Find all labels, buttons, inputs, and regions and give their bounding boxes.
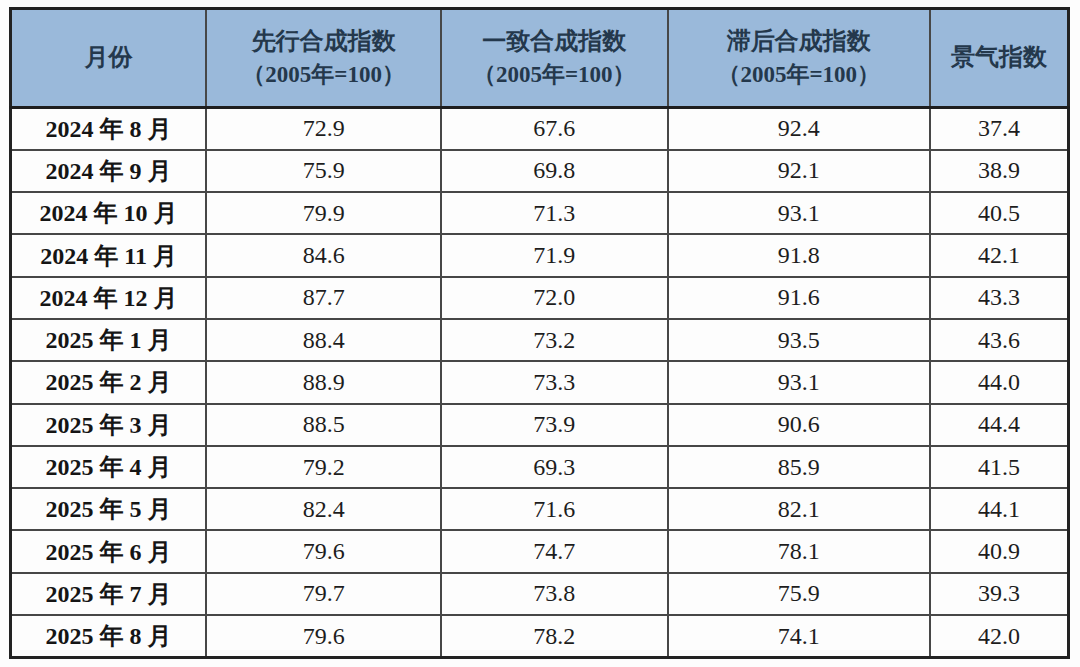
prosperity-index-cell: 40.9: [930, 530, 1069, 572]
prosperity-index-cell: 43.3: [930, 277, 1069, 319]
table-row: 2024 年 12 月 87.7 72.0 91.6 43.3: [11, 277, 1069, 319]
column-header-month-title: 月份: [12, 41, 205, 75]
column-header-coincident-subtitle: （2005年=100）: [442, 59, 666, 91]
prosperity-index-cell: 38.9: [930, 150, 1069, 192]
lagging-index-cell: 82.1: [668, 488, 930, 530]
table-row: 2025 年 1 月 88.4 73.2 93.5 43.6: [11, 319, 1069, 361]
month-cell: 2024 年 8 月: [11, 108, 207, 150]
coincident-index-cell: 73.3: [441, 361, 667, 403]
leading-index-cell: 79.6: [206, 530, 441, 572]
leading-index-cell: 88.9: [206, 361, 441, 403]
prosperity-index-cell: 39.3: [930, 573, 1069, 615]
lagging-index-cell: 74.1: [668, 615, 930, 657]
leading-index-cell: 72.9: [206, 108, 441, 150]
lagging-index-cell: 78.1: [668, 530, 930, 572]
leading-index-cell: 82.4: [206, 488, 441, 530]
prosperity-index-cell: 37.4: [930, 108, 1069, 150]
leading-index-cell: 79.7: [206, 573, 441, 615]
column-header-leading-title: 先行合成指数: [207, 25, 440, 59]
month-cell: 2025 年 4 月: [11, 446, 207, 488]
prosperity-index-cell: 41.5: [930, 446, 1069, 488]
coincident-index-cell: 71.3: [441, 192, 667, 234]
table-row: 2024 年 11 月 84.6 71.9 91.8 42.1: [11, 234, 1069, 276]
leading-index-cell: 88.4: [206, 319, 441, 361]
table-row: 2025 年 4 月 79.2 69.3 85.9 41.5: [11, 446, 1069, 488]
prosperity-index-cell: 44.0: [930, 361, 1069, 403]
prosperity-index-cell: 42.1: [930, 234, 1069, 276]
leading-index-cell: 79.9: [206, 192, 441, 234]
prosperity-index-cell: 40.5: [930, 192, 1069, 234]
column-header-lagging-index: 滞后合成指数 （2005年=100）: [668, 9, 930, 108]
lagging-index-cell: 93.1: [668, 361, 930, 403]
leading-index-cell: 79.2: [206, 446, 441, 488]
leading-index-cell: 75.9: [206, 150, 441, 192]
month-cell: 2025 年 1 月: [11, 319, 207, 361]
lagging-index-cell: 90.6: [668, 404, 930, 446]
coincident-index-cell: 73.2: [441, 319, 667, 361]
month-cell: 2025 年 5 月: [11, 488, 207, 530]
month-cell: 2025 年 6 月: [11, 530, 207, 572]
lagging-index-cell: 92.4: [668, 108, 930, 150]
month-cell: 2025 年 2 月: [11, 361, 207, 403]
column-header-coincident-index: 一致合成指数 （2005年=100）: [441, 9, 667, 108]
column-header-prosperity-index: 景气指数: [930, 9, 1069, 108]
coincident-index-cell: 69.3: [441, 446, 667, 488]
lagging-index-cell: 92.1: [668, 150, 930, 192]
lagging-index-cell: 91.8: [668, 234, 930, 276]
month-cell: 2024 年 12 月: [11, 277, 207, 319]
coincident-index-cell: 73.9: [441, 404, 667, 446]
header-row: 月份 先行合成指数 （2005年=100） 一致合成指数 （2005年=100）…: [11, 9, 1069, 108]
coincident-index-cell: 74.7: [441, 530, 667, 572]
prosperity-index-cell: 42.0: [930, 615, 1069, 657]
lagging-index-cell: 91.6: [668, 277, 930, 319]
table-row: 2025 年 2 月 88.9 73.3 93.1 44.0: [11, 361, 1069, 403]
coincident-index-cell: 78.2: [441, 615, 667, 657]
column-header-leading-index: 先行合成指数 （2005年=100）: [206, 9, 441, 108]
leading-index-cell: 87.7: [206, 277, 441, 319]
prosperity-index-cell: 44.1: [930, 488, 1069, 530]
lagging-index-cell: 75.9: [668, 573, 930, 615]
column-header-coincident-title: 一致合成指数: [442, 25, 666, 59]
column-header-lagging-subtitle: （2005年=100）: [669, 59, 929, 91]
table-row: 2024 年 8 月 72.9 67.6 92.4 37.4: [11, 108, 1069, 150]
table-row: 2025 年 6 月 79.6 74.7 78.1 40.9: [11, 530, 1069, 572]
lagging-index-cell: 93.5: [668, 319, 930, 361]
prosperity-index-cell: 44.4: [930, 404, 1069, 446]
coincident-index-cell: 71.6: [441, 488, 667, 530]
column-header-month: 月份: [11, 9, 207, 108]
table-row: 2025 年 3 月 88.5 73.9 90.6 44.4: [11, 404, 1069, 446]
month-cell: 2025 年 8 月: [11, 615, 207, 657]
table-row: 2024 年 10 月 79.9 71.3 93.1 40.5: [11, 192, 1069, 234]
column-header-leading-subtitle: （2005年=100）: [207, 59, 440, 91]
lagging-index-cell: 85.9: [668, 446, 930, 488]
prosperity-index-cell: 43.6: [930, 319, 1069, 361]
month-cell: 2025 年 3 月: [11, 404, 207, 446]
table-row: 2025 年 5 月 82.4 71.6 82.1 44.1: [11, 488, 1069, 530]
page: 月份 先行合成指数 （2005年=100） 一致合成指数 （2005年=100）…: [0, 0, 1080, 667]
table-header: 月份 先行合成指数 （2005年=100） 一致合成指数 （2005年=100）…: [11, 9, 1069, 108]
coincident-index-cell: 71.9: [441, 234, 667, 276]
coincident-index-cell: 67.6: [441, 108, 667, 150]
table-body: 2024 年 8 月 72.9 67.6 92.4 37.4 2024 年 9 …: [11, 108, 1069, 658]
month-cell: 2024 年 10 月: [11, 192, 207, 234]
month-cell: 2025 年 7 月: [11, 573, 207, 615]
coincident-index-cell: 69.8: [441, 150, 667, 192]
month-cell: 2024 年 11 月: [11, 234, 207, 276]
table-row: 2024 年 9 月 75.9 69.8 92.1 38.9: [11, 150, 1069, 192]
column-header-lagging-title: 滞后合成指数: [669, 25, 929, 59]
column-header-prosperity-title: 景气指数: [931, 41, 1067, 75]
lagging-index-cell: 93.1: [668, 192, 930, 234]
leading-index-cell: 88.5: [206, 404, 441, 446]
table-row: 2025 年 7 月 79.7 73.8 75.9 39.3: [11, 573, 1069, 615]
coincident-index-cell: 72.0: [441, 277, 667, 319]
table-row: 2025 年 8 月 79.6 78.2 74.1 42.0: [11, 615, 1069, 657]
economic-index-table: 月份 先行合成指数 （2005年=100） 一致合成指数 （2005年=100）…: [9, 7, 1070, 659]
leading-index-cell: 84.6: [206, 234, 441, 276]
coincident-index-cell: 73.8: [441, 573, 667, 615]
month-cell: 2024 年 9 月: [11, 150, 207, 192]
leading-index-cell: 79.6: [206, 615, 441, 657]
